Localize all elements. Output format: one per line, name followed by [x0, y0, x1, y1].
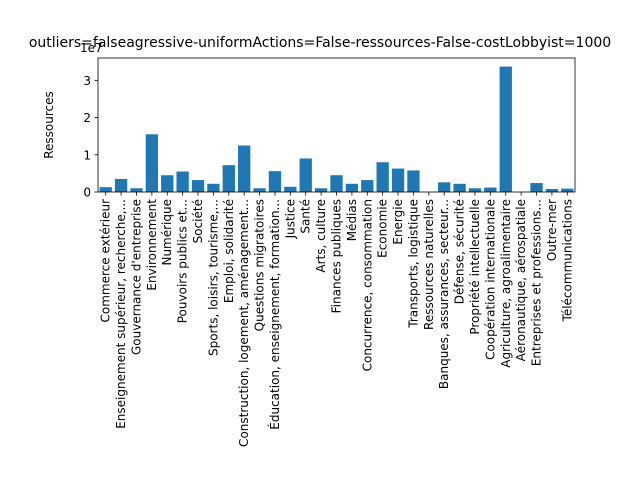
bar	[314, 188, 328, 192]
bar	[161, 175, 174, 192]
x-axis-ticks: Commerce extérieur Enseignement supérieur…	[99, 192, 574, 447]
x-tick-label: Banques, assurances, secteur...	[437, 199, 451, 389]
x-tick-label: Société	[191, 199, 205, 243]
x-tick-label: Economie	[376, 199, 390, 258]
bar	[345, 183, 359, 192]
x-tick-label: Commerce extérieur	[99, 199, 113, 323]
bar	[484, 187, 497, 192]
plot-frame	[97, 57, 576, 193]
bar	[145, 134, 159, 192]
x-tick-label: Questions migratoires	[253, 199, 267, 331]
bar	[499, 66, 512, 192]
x-tick-label: Agriculture, agroalimentaire	[499, 199, 513, 368]
bar	[99, 187, 112, 192]
x-tick-label: Emploi, solidarité	[222, 199, 236, 303]
bar	[191, 180, 205, 192]
x-tick-label: Enseignement supérieur, recherche,...	[114, 199, 128, 429]
bar	[407, 170, 420, 192]
bar	[561, 188, 574, 192]
x-tick-label: Transports, logistique	[406, 199, 420, 329]
bar	[361, 180, 374, 192]
x-tick-label: Ressources naturelles	[422, 199, 436, 330]
x-tick-label: Pouvoirs publics et...	[176, 199, 190, 323]
bar	[268, 171, 282, 192]
x-tick-label: Numérique	[160, 199, 174, 266]
bar	[530, 183, 543, 192]
bar	[299, 158, 312, 192]
chart-title: outliers=falseagressive-uniformActions=F…	[29, 35, 611, 51]
x-tick-label: Télécommunications	[560, 199, 574, 322]
y-tick-label: 3	[83, 74, 91, 88]
bars-group	[99, 66, 574, 192]
x-tick-label: Gouvernance d'entreprise	[129, 199, 143, 355]
bar	[222, 165, 235, 192]
bar	[176, 171, 189, 192]
y-axis-offset-label: 1e7	[80, 41, 103, 55]
x-tick-label: Défense, sécurité	[453, 199, 467, 304]
bar	[376, 162, 389, 192]
x-tick-label: Entreprises et professions...	[530, 199, 544, 366]
x-tick-label: Arts, culture	[314, 199, 328, 273]
bar	[130, 188, 143, 192]
bar	[253, 188, 266, 192]
bar	[545, 189, 559, 192]
y-tick-label: 2	[83, 111, 91, 125]
bar	[238, 145, 251, 192]
x-tick-label: Construction, logement, aménagement...	[237, 199, 251, 447]
x-tick-label: Aéronautique, aérospatiale	[514, 199, 528, 361]
bar	[468, 188, 482, 192]
x-tick-label: Médias	[345, 199, 359, 241]
x-tick-label: Justice	[283, 199, 297, 239]
x-tick-label: Santé	[299, 199, 313, 234]
bar	[438, 182, 451, 192]
x-tick-label: Energie	[391, 199, 405, 245]
x-tick-label: Finances publiques	[330, 199, 344, 313]
bar	[284, 186, 297, 192]
x-tick-label: Propriété intellectuelle	[468, 199, 482, 335]
x-tick-label: Éducation, enseignement, formation...	[267, 199, 282, 430]
bar	[114, 178, 128, 192]
x-tick-label: Environnement	[145, 199, 159, 291]
bar	[453, 183, 466, 192]
x-tick-label: Concurrence, consommation	[360, 199, 374, 371]
x-tick-label: Outre-mer	[545, 199, 559, 261]
x-tick-label: Coopération internationale	[483, 199, 497, 360]
y-axis-label: Ressources	[42, 91, 56, 159]
bar	[207, 183, 220, 192]
bar	[391, 168, 405, 192]
y-tick-label: 0	[83, 186, 91, 200]
y-axis-ticks: 0 1 2 3	[83, 74, 98, 200]
y-tick-label: 1	[83, 148, 91, 162]
bar	[330, 175, 343, 192]
x-tick-label: Sports, loisirs, tourisme,...	[206, 199, 220, 356]
